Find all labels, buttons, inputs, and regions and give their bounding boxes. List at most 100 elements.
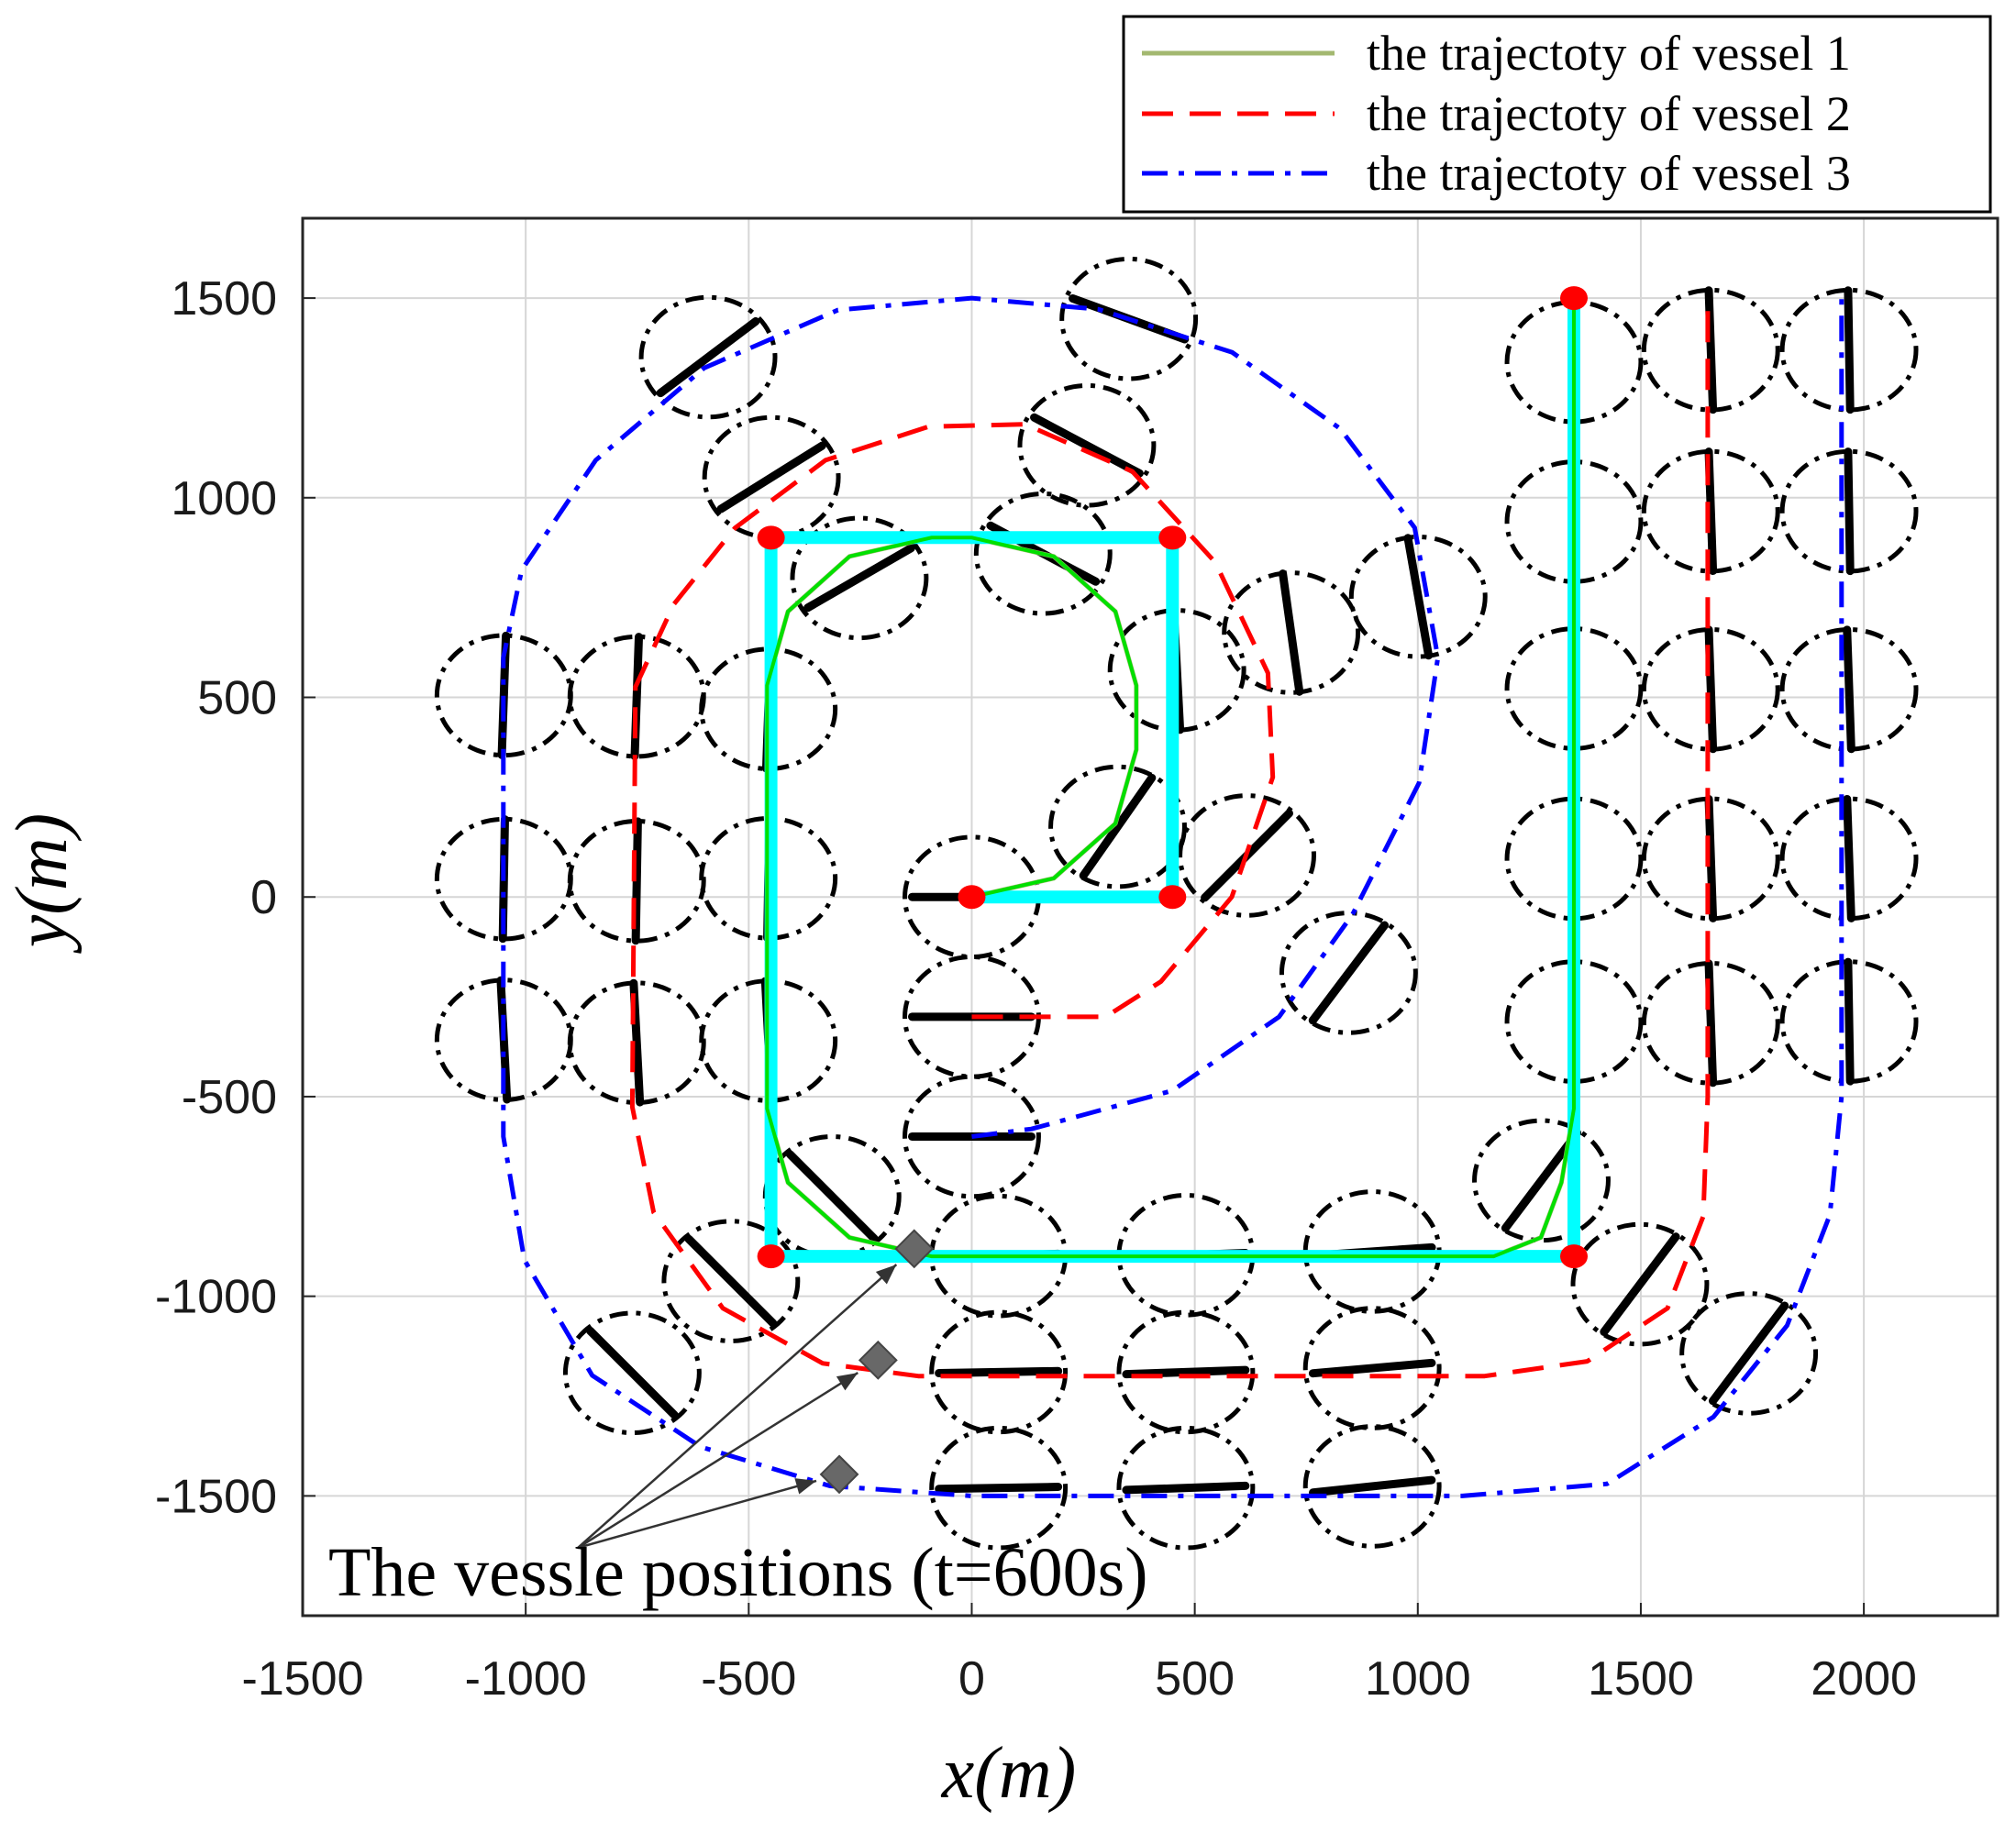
ship-footprint-circle: [1641, 796, 1780, 922]
ship-footprint-circle: [1178, 793, 1316, 918]
ship-heading-bar: [1122, 1365, 1250, 1379]
ship-heading-bar: [1030, 413, 1144, 478]
ship-footprint-circle: [1279, 911, 1418, 1035]
ship-footprint-circle: [1302, 1306, 1442, 1430]
ship-footprint-circle: [434, 633, 573, 758]
y-tick-label: -1000: [155, 1271, 277, 1324]
ship-footprint-circle: [638, 294, 778, 420]
ship-footprint-circle: [1570, 1221, 1710, 1347]
ship-footprint-circle: [1048, 764, 1187, 889]
waypoint-dot: [1560, 1244, 1588, 1269]
ship-footprint-circle: [903, 1074, 1041, 1199]
ship-heading-bar: [684, 1234, 778, 1328]
annotation-arrow-head: [875, 1264, 897, 1285]
ship-heading-bar: [656, 316, 760, 398]
ship-heading-bar: [1600, 1232, 1680, 1337]
ship-footprint-circle: [1779, 796, 1919, 922]
ship-heading-bar: [1308, 1358, 1436, 1378]
ship-heading-bar: [1844, 447, 1855, 576]
annotation-arrow-head: [794, 1478, 817, 1495]
ship-heading-bar: [1403, 534, 1434, 660]
annotation-arrows: [577, 1264, 898, 1550]
ship-footprint-circle: [434, 977, 573, 1102]
waypoint-dot: [958, 885, 986, 910]
ship-footprint-circle: [1641, 961, 1780, 1086]
ship-footprint-circle: [1504, 626, 1644, 751]
ship-heading-bar: [935, 1366, 1063, 1378]
x-tick-label: 2000: [1811, 1652, 1917, 1706]
waypoint-dot: [757, 1244, 785, 1269]
ship-heading-bar: [1843, 625, 1855, 754]
legend-box: [1122, 15, 1992, 214]
ship-footprint-circle: [1504, 796, 1644, 922]
waypoint-dot: [1560, 286, 1588, 311]
annotation-arrow-line: [577, 1479, 817, 1550]
ship-heading-bar: [1279, 569, 1304, 696]
ship-heading-bar: [585, 1326, 679, 1419]
waypoint-dot: [1158, 525, 1187, 550]
ship-heading-bar: [803, 544, 915, 613]
ship-footprint-circle: [973, 491, 1113, 616]
ship-heading-bar: [1844, 286, 1855, 414]
ship-footprint-circle: [1641, 448, 1780, 574]
ship-footprint-circle: [790, 515, 929, 641]
ship-footprint-circle: [1641, 626, 1780, 752]
legend-entry-vessel-3: the trajectoty of vessel 3: [1367, 146, 1851, 201]
ship-heading-bar: [1844, 957, 1855, 1086]
ship-heading-bar: [1843, 794, 1855, 922]
x-tick-label: -1500: [242, 1652, 364, 1706]
y-tick-label: -500: [182, 1071, 277, 1124]
ship-footprint-circle: [1641, 287, 1780, 413]
plot-content: [434, 256, 1919, 1551]
ship-footprint-circle: [562, 1310, 702, 1436]
ship-footprint-circle: [1302, 1424, 1442, 1549]
ship-footprint-circle: [1504, 299, 1644, 425]
ship-footprint-circle: [1779, 448, 1919, 574]
y-tick-label: 500: [197, 672, 277, 725]
y-tick-label: 1000: [171, 472, 277, 525]
ship-heading-bar: [1308, 921, 1390, 1025]
x-tick-label: -1000: [465, 1652, 587, 1706]
waypoints: [757, 286, 1588, 1269]
ship-footprint-circle: [1017, 382, 1157, 508]
ship-heading-bar: [716, 441, 826, 513]
legend: the trajectoty of vessel 1 the trajectot…: [1122, 15, 1992, 214]
ship-footprint-circle: [1059, 256, 1199, 381]
legend-entry-vessel-2: the trajectoty of vessel 2: [1367, 86, 1851, 141]
ship-footprint-circle: [1116, 1425, 1256, 1551]
ship-footprint-circle: [929, 1309, 1069, 1435]
ship-footprint-circle: [702, 414, 841, 540]
ship-footprint-circle: [1348, 534, 1488, 659]
x-tick-label: 0: [958, 1652, 985, 1706]
ship-footprint-circle: [661, 1219, 801, 1343]
x-tick-label: 1000: [1365, 1652, 1471, 1706]
ship-heading-bar: [1709, 1301, 1789, 1406]
y-tick-label: -1500: [155, 1470, 277, 1523]
annotation-arrow-line: [577, 1264, 898, 1549]
y-axis-label: y(m): [2, 813, 83, 955]
ship-footprint-circle: [1679, 1291, 1819, 1416]
trajectory-vessel-2: [629, 298, 1711, 1379]
waypoint-dot: [1158, 885, 1187, 910]
vessel-position-marker: [819, 1454, 859, 1495]
ship-footprint-circle: [1116, 1309, 1256, 1435]
ship-heading-bar: [1704, 286, 1718, 414]
ship-heading-bar: [1309, 1475, 1436, 1497]
trajectory-vessel-3: [501, 295, 1844, 1498]
ship-heading-bar: [1079, 773, 1157, 880]
ship-footprint-circle: [434, 816, 573, 942]
ship-footprint-circle: [929, 1425, 1069, 1551]
ship-footprint-circle: [1222, 570, 1361, 695]
x-tick-label: 1500: [1588, 1652, 1694, 1706]
vessel-position-marker: [894, 1229, 935, 1269]
legend-entry-vessel-1: the trajectoty of vessel 1: [1367, 26, 1851, 81]
annotation-arrow-line: [577, 1372, 858, 1550]
ship-footprint-circle: [1504, 959, 1644, 1084]
y-tick-labels: -1500 -1000 -500 0 500 1000 1500: [155, 272, 316, 1523]
ship-footprint-circle: [1504, 459, 1644, 584]
y-tick-label: 0: [250, 871, 277, 924]
x-tick-labels: -1500 -1000 -500 0 500 1000 1500 2000: [242, 1603, 1917, 1706]
x-axis-label: x(m): [941, 1733, 1077, 1814]
y-tick-label: 1500: [171, 272, 277, 326]
